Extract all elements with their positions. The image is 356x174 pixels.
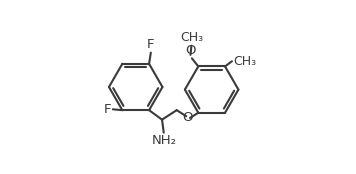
Text: CH₃: CH₃ xyxy=(180,31,203,44)
Text: NH₂: NH₂ xyxy=(151,134,176,147)
Text: F: F xyxy=(147,38,155,51)
Text: CH₃: CH₃ xyxy=(233,55,256,68)
Text: F: F xyxy=(104,103,112,116)
Text: O: O xyxy=(185,44,196,57)
Text: O: O xyxy=(183,110,193,124)
